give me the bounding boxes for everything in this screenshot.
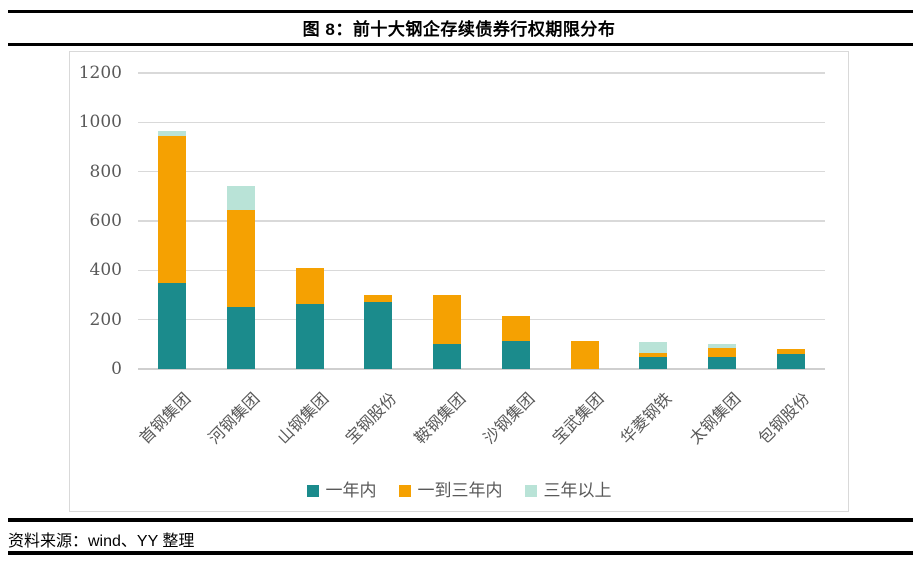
legend-swatch (306, 485, 319, 497)
gridline-1200 (138, 72, 825, 74)
gridline-1000 (138, 121, 825, 124)
bar-segment (158, 130, 187, 136)
bar-segment (295, 303, 324, 369)
bar-segment (639, 341, 668, 353)
bar-segment (776, 349, 805, 355)
chart-legend: 一年内 一到三年内 三年以上 (69, 480, 849, 502)
bar-segment (158, 282, 187, 369)
y-axis-tick-label: 1000 (78, 112, 122, 133)
bar-segment (570, 340, 599, 369)
bar-segment (227, 307, 256, 369)
bar-segment (639, 352, 668, 357)
y-axis-tick-label: 800 (89, 161, 122, 182)
gridline-800 (138, 170, 825, 173)
bar-segment (776, 354, 805, 369)
y-axis-tick-label: 1200 (78, 63, 122, 83)
figure-title: 图 8：前十大钢企存续债券行权期限分布 (302, 20, 616, 39)
y-axis-tick-label: 400 (89, 260, 122, 281)
legend-item: 三年以上 (524, 480, 612, 501)
bar-segment (707, 356, 736, 369)
source-note: 资料来源：wind、YY 整理 (8, 533, 195, 550)
y-axis-tick-label: 600 (89, 211, 122, 231)
y-axis-tick-label: 0 (111, 359, 122, 379)
bar-segment (364, 295, 393, 303)
gridline-400 (138, 269, 825, 272)
gridline-200 (138, 318, 825, 321)
gridline-600 (138, 220, 825, 222)
bar-segment (707, 344, 736, 349)
bar-segment (295, 267, 324, 304)
legend-swatch (398, 485, 411, 497)
bar-segment (364, 302, 393, 369)
legend-label: 三年以上 (543, 480, 612, 501)
bar-segment (433, 295, 462, 345)
bar-segment (227, 209, 256, 308)
bar-segment (707, 348, 736, 357)
y-axis-tick-label: 200 (89, 309, 122, 330)
legend-item: 一到三年内 (398, 480, 503, 501)
bar-segment (158, 135, 187, 283)
divider-bottom (8, 551, 913, 555)
legend-label: 一年内 (325, 480, 377, 501)
divider-above-source (8, 518, 913, 522)
chart-frame (69, 51, 849, 512)
divider-under-title (8, 43, 913, 46)
gridline-0 (138, 368, 825, 370)
bar-segment (639, 356, 668, 369)
legend-swatch (524, 485, 537, 497)
bar-segment (501, 315, 530, 341)
legend-label: 一到三年内 (417, 480, 503, 501)
bar-segment (433, 344, 462, 369)
bar-segment (227, 186, 256, 210)
divider-top (8, 10, 913, 13)
legend-item: 一年内 (306, 480, 377, 501)
bar-segment (501, 340, 530, 369)
